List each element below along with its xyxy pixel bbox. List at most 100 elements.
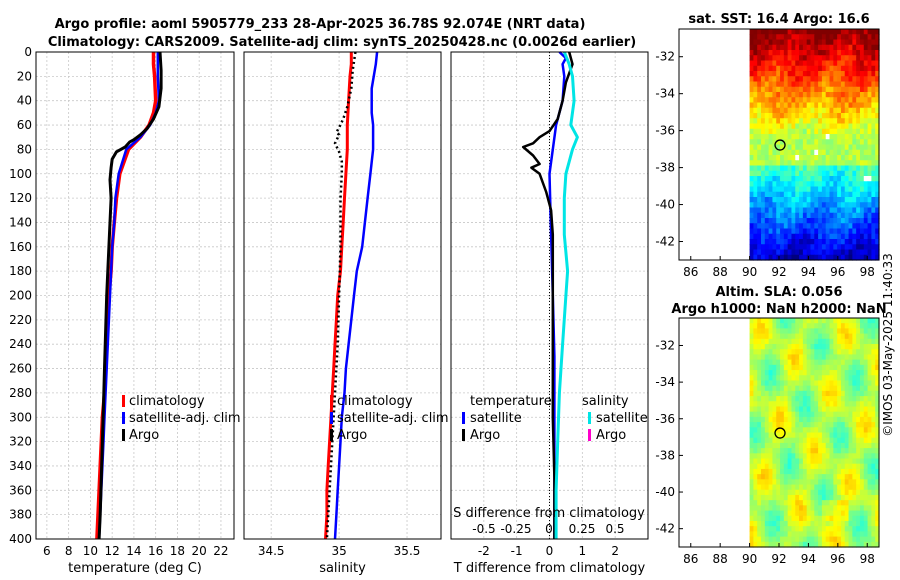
series-argo: [325, 51, 357, 540]
lon-tick-label: 96: [830, 552, 845, 566]
y-tick-label: 60: [17, 118, 32, 132]
y-tick-label: 140: [9, 215, 32, 229]
x-tick-label: 16: [148, 544, 163, 558]
legend-swatch: [122, 395, 125, 407]
x-tick-label: 10: [83, 544, 98, 558]
x-tick-label: 35: [331, 544, 346, 558]
panel-temperature: 6 8 10 12 14 16 18 20 22020406080100120140160180…: [9, 45, 241, 576]
x-tick-label: 12: [105, 544, 120, 558]
legend-label: satellite: [470, 411, 522, 426]
lon-tick-label: 98: [860, 265, 875, 279]
map-sla: 86 88 90 92 94 96 98 -32 -34 -36 -38 -40 -42 Altim. S…: [655, 285, 886, 566]
timestamp: ©IMOS 03-May-2025 11:40:33: [881, 253, 895, 437]
lat-tick-label: -40: [655, 198, 675, 212]
secondary-x-tick-label: -0.5: [472, 522, 495, 536]
legend-label: climatology: [129, 394, 205, 409]
y-tick-label: 400: [9, 532, 32, 546]
y-tick-label: 120: [9, 191, 32, 205]
secondary-x-tick-label: -0.25: [500, 522, 531, 536]
lat-tick-label: -34: [655, 375, 675, 389]
legend-swatch: [330, 429, 333, 441]
x-tick-label: 34.5: [258, 544, 285, 558]
lon-tick-label: 90: [742, 265, 757, 279]
series-satellite-adj-clim: [333, 51, 379, 540]
x-tick-label: 1: [579, 544, 587, 558]
map-title: sat. SST: 16.4 Argo: 16.6: [688, 12, 869, 27]
y-tick-label: 260: [9, 362, 32, 376]
x-tick-label: 8: [65, 544, 73, 558]
lat-tick-label: -42: [655, 522, 675, 536]
y-tick-label: 220: [9, 313, 32, 327]
lat-tick-label: -36: [655, 412, 675, 426]
lat-tick-label: -38: [655, 448, 675, 462]
x-tick-label: -1: [511, 544, 523, 558]
lon-tick-label: 90: [742, 552, 757, 566]
y-tick-label: 300: [9, 410, 32, 424]
series-s-satellite: [554, 51, 579, 539]
y-tick-label: 180: [9, 264, 32, 278]
legend-swatch: [462, 412, 465, 424]
lon-tick-label: 94: [801, 265, 816, 279]
panel-difference: -2 -1 0 1 2 T difference from climatology temp…: [450, 51, 649, 576]
axes-frame: [35, 51, 235, 540]
x-tick-label: 14: [126, 544, 141, 558]
legend-swatch: [588, 429, 591, 441]
x-tick-label: 2: [611, 544, 619, 558]
y-tick-label: 100: [9, 167, 32, 181]
legend-label: satellite-adj. clim: [337, 411, 449, 426]
lon-tick-label: 92: [771, 265, 786, 279]
series-climatology: [324, 52, 353, 540]
legend-label: Argo: [129, 428, 159, 443]
lon-tick-label: 88: [713, 265, 728, 279]
legend-swatch: [330, 412, 333, 424]
argo-location-marker: [774, 139, 786, 151]
y-tick-label: 280: [9, 386, 32, 400]
lat-tick-label: -38: [655, 161, 675, 175]
y-tick-label: 20: [17, 69, 32, 83]
legend-label: satellite: [596, 411, 648, 426]
x-axis-label: salinity: [319, 561, 366, 576]
figure-title-2: Climatology: CARS2009. Satellite-adj cli…: [48, 35, 636, 50]
x-axis-label: temperature (deg C): [68, 561, 202, 576]
panel-salinity: 34.5 35 35.5 salinity climatology satellite-a…: [243, 51, 449, 576]
x-tick-label: 20: [192, 544, 207, 558]
lon-tick-label: 86: [683, 265, 698, 279]
lat-tick-label: -42: [655, 235, 675, 249]
map-title-1: Altim. SLA: 0.056: [716, 285, 843, 300]
secondary-x-tick-label: 0: [545, 522, 553, 536]
x-tick-label: 22: [213, 544, 228, 558]
lon-tick-label: 88: [713, 552, 728, 566]
y-tick-label: 380: [9, 508, 32, 522]
x-tick-label: 0: [546, 544, 554, 558]
axes-frame: [243, 51, 442, 540]
y-tick-label: 80: [17, 142, 32, 156]
series-t-satellite: [548, 51, 568, 539]
y-tick-label: 360: [9, 483, 32, 497]
secondary-x-axis-label: S difference from climatology: [453, 506, 645, 521]
legend-label: climatology: [337, 394, 413, 409]
series-t-argo: [521, 51, 574, 539]
x-tick-label: 6: [43, 544, 51, 558]
legend-label: Argo: [337, 428, 367, 443]
legend-title: temperature: [470, 394, 552, 409]
legend-label: satellite-adj. clim: [129, 411, 241, 426]
series-argo: [97, 51, 163, 540]
legend-label: Argo: [596, 428, 626, 443]
x-axis-label: T difference from climatology: [453, 561, 646, 576]
map-sst: 86 88 90 92 94 96 98 -32 -34 -36 -38 -40 -42 sat. SST…: [655, 12, 880, 279]
y-tick-label: 240: [9, 337, 32, 351]
secondary-x-tick-label: 0.5: [605, 522, 624, 536]
legend-swatch: [122, 412, 125, 424]
legend-title: salinity: [582, 394, 629, 409]
x-tick-label: -2: [478, 544, 490, 558]
figure-title-1: Argo profile: aoml 5905779_233 28-Apr-20…: [55, 17, 586, 32]
x-tick-label: 18: [170, 544, 185, 558]
lon-tick-label: 86: [683, 552, 698, 566]
y-tick-label: 320: [9, 435, 32, 449]
legend-swatch: [122, 429, 125, 441]
lat-tick-label: -32: [655, 338, 675, 352]
map-field: [749, 29, 880, 261]
y-tick-label: 340: [9, 459, 32, 473]
legend-swatch: [588, 412, 591, 424]
